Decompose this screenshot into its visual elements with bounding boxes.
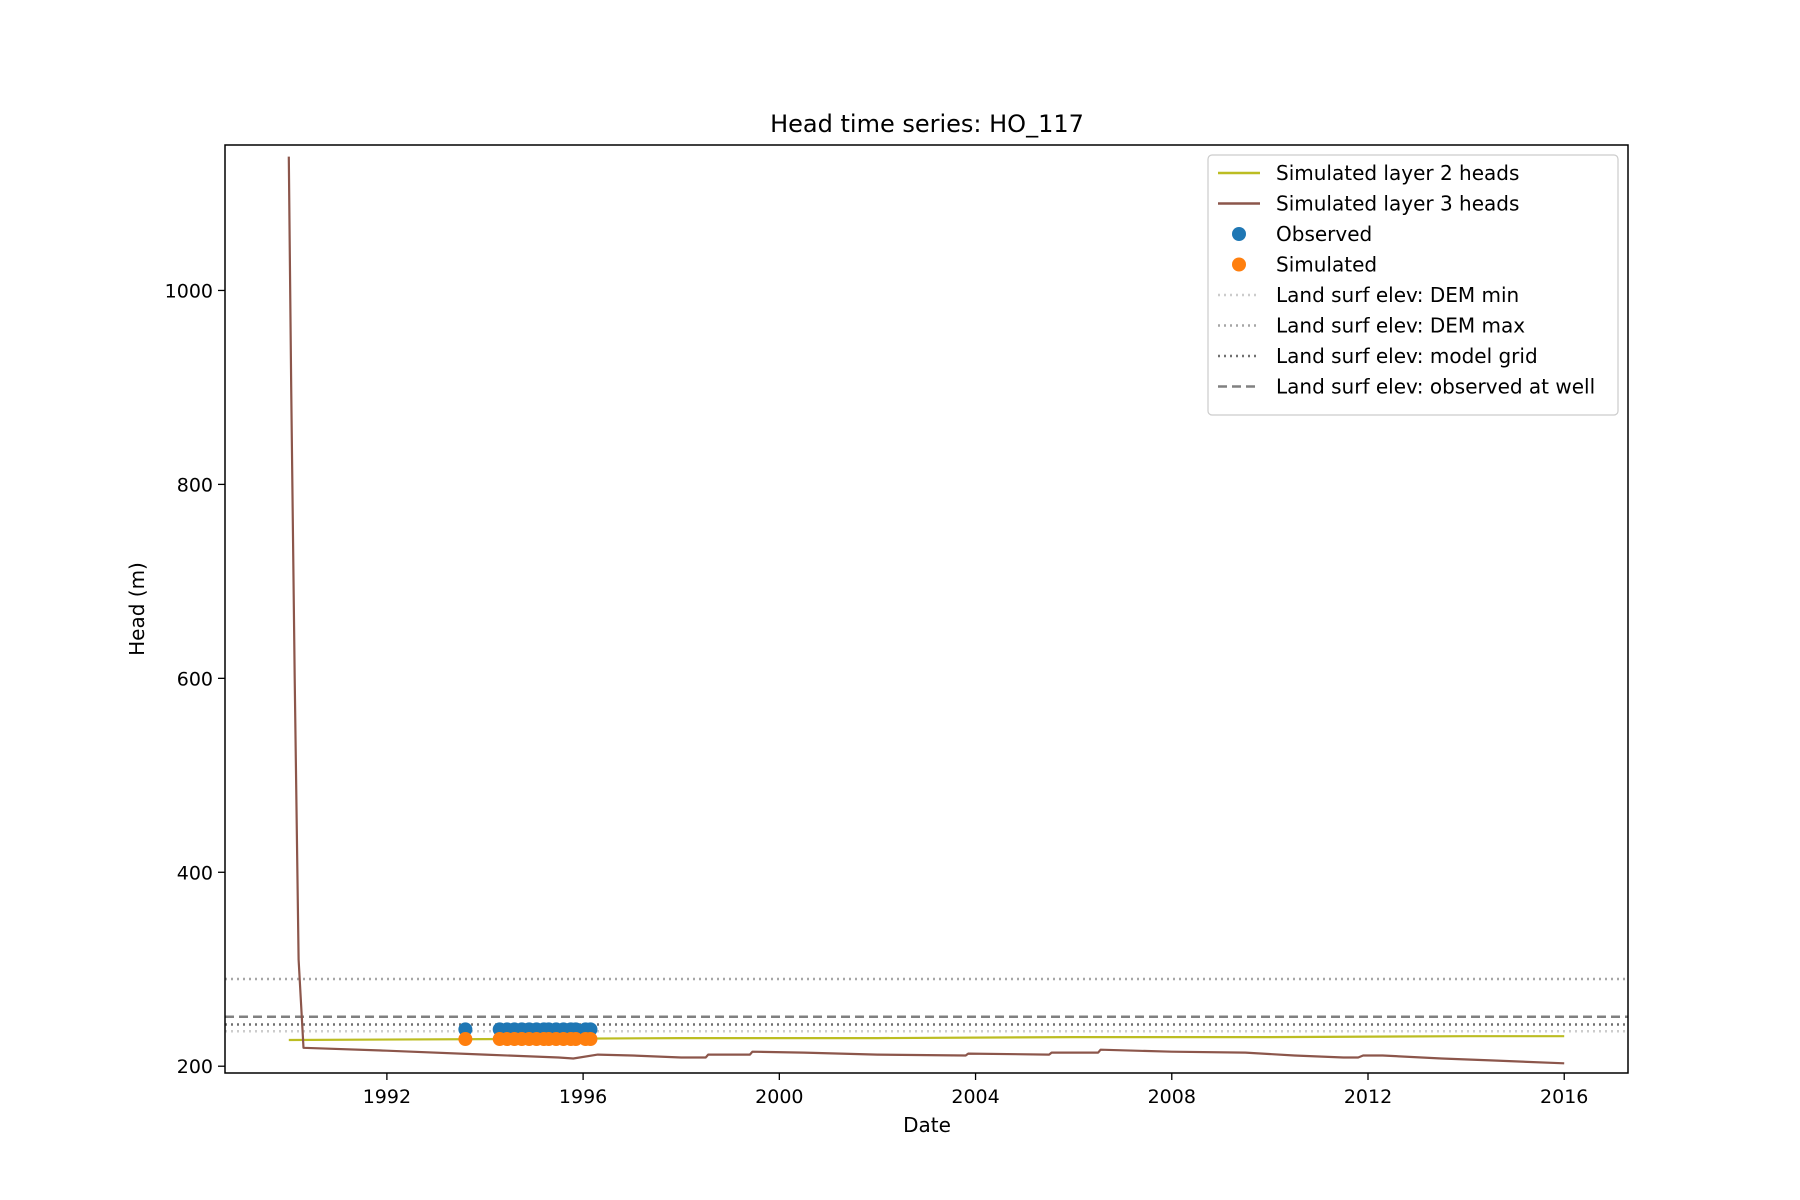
x-tick-label: 2000 bbox=[755, 1086, 803, 1108]
legend-label: Observed bbox=[1276, 222, 1372, 246]
y-axis-label: Head (m) bbox=[125, 562, 149, 656]
series-line-simulated-layer-3-heads bbox=[287, 156, 1565, 1065]
legend-marker bbox=[1232, 257, 1246, 272]
legend-item: Simulated layer 2 heads bbox=[1218, 161, 1519, 185]
legend-label: Land surf elev: DEM max bbox=[1276, 314, 1525, 338]
legend-item: Land surf elev: observed at well bbox=[1218, 375, 1595, 399]
x-axis: 1992 1996 2000 2004 2008 2012 2016 bbox=[363, 1073, 1588, 1108]
legend-label: Simulated bbox=[1276, 253, 1377, 277]
legend-item: Simulated layer 3 heads bbox=[1218, 192, 1519, 216]
legend-item: Land surf elev: model grid bbox=[1218, 344, 1538, 368]
legend-item: Land surf elev: DEM min bbox=[1218, 283, 1519, 307]
point-simulated bbox=[458, 1032, 473, 1047]
legend-item: Land surf elev: DEM max bbox=[1218, 314, 1525, 338]
legend-item: Simulated bbox=[1232, 253, 1377, 277]
x-tick-label: 2008 bbox=[1148, 1086, 1196, 1108]
y-tick-label: 800 bbox=[177, 474, 213, 496]
legend-label: Land surf elev: model grid bbox=[1276, 344, 1538, 368]
y-axis: 200 400 600 800 1000 bbox=[165, 280, 225, 1078]
x-tick-label: 2012 bbox=[1344, 1086, 1392, 1108]
y-tick-label: 1000 bbox=[165, 280, 213, 302]
point-observed bbox=[458, 1022, 473, 1037]
x-tick-label: 2016 bbox=[1540, 1086, 1588, 1108]
x-axis-label: Date bbox=[903, 1113, 951, 1137]
plot-area bbox=[225, 156, 1628, 1065]
chart-title: Head time series: HO_117 bbox=[770, 110, 1084, 138]
legend-label: Simulated layer 3 heads bbox=[1276, 192, 1519, 216]
point-simulated bbox=[568, 1032, 583, 1047]
legend-marker bbox=[1232, 227, 1246, 241]
legend-label: Simulated layer 2 heads bbox=[1276, 161, 1519, 185]
legend-item: Observed bbox=[1232, 222, 1372, 246]
legend-box bbox=[1207, 154, 1619, 416]
x-tick-label: 1996 bbox=[559, 1086, 607, 1108]
legend-label: Land surf elev: DEM min bbox=[1276, 283, 1519, 307]
point-simulated bbox=[583, 1032, 598, 1047]
plot-frame bbox=[224, 144, 1629, 1074]
legend: Simulated layer 2 heads Simulated layer 3… bbox=[1207, 154, 1619, 416]
x-tick-label: 1992 bbox=[363, 1086, 411, 1108]
legend-label: Land surf elev: observed at well bbox=[1276, 375, 1595, 399]
y-tick-label: 200 bbox=[177, 1056, 213, 1078]
y-tick-label: 400 bbox=[177, 862, 213, 884]
y-tick-label: 600 bbox=[177, 668, 213, 690]
x-tick-label: 2004 bbox=[951, 1086, 999, 1108]
